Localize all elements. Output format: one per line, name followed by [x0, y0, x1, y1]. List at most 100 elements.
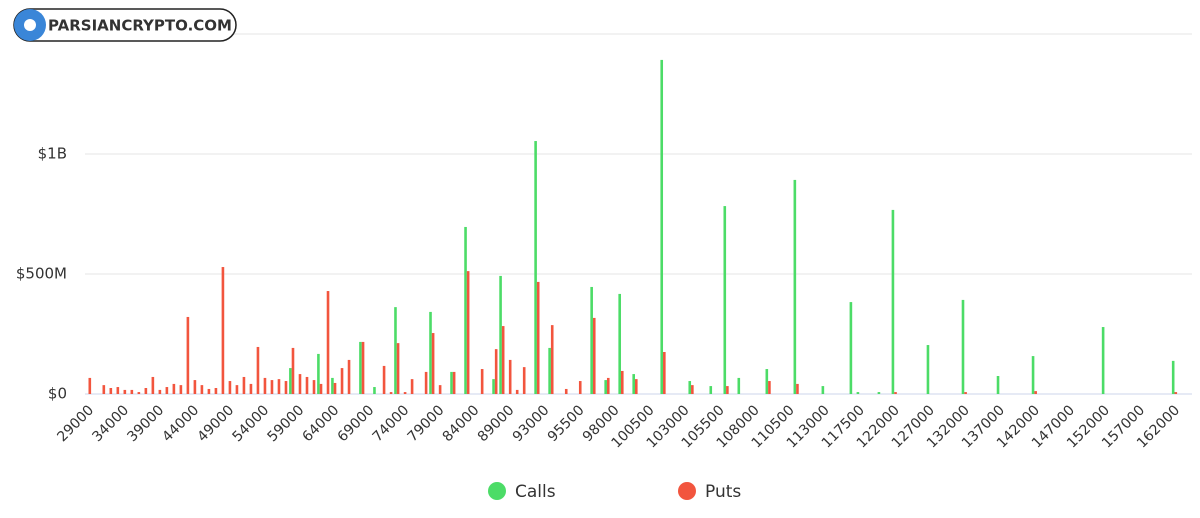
bar: [123, 389, 127, 394]
bar: [361, 341, 365, 394]
bar: [331, 377, 334, 394]
bar: [102, 385, 106, 394]
bar: [737, 377, 741, 394]
bar: [158, 389, 162, 394]
bar: [289, 368, 292, 394]
bar: [522, 367, 526, 394]
bar: [347, 359, 351, 394]
bar: [796, 383, 799, 394]
bar: [256, 346, 260, 394]
legend-label[interactable]: Calls: [515, 482, 556, 502]
bar: [604, 380, 607, 394]
bar: [996, 376, 1000, 394]
bar: [620, 370, 624, 394]
bar: [501, 326, 505, 394]
bar: [961, 299, 965, 394]
bar: [396, 343, 400, 394]
y-tick-label: $500M: [16, 265, 67, 283]
bar: [606, 377, 610, 394]
bar: [726, 386, 729, 394]
bar: [382, 365, 386, 394]
bar: [499, 275, 502, 394]
bar: [144, 388, 148, 394]
bar: [172, 383, 176, 394]
bar: [548, 347, 551, 394]
bar: [793, 179, 797, 394]
bar: [964, 392, 967, 394]
y-tick-label: $0: [48, 385, 67, 403]
bar: [431, 333, 435, 394]
bar: [109, 388, 113, 394]
bar: [214, 388, 218, 394]
bar: [450, 371, 453, 394]
bar: [508, 359, 512, 394]
bar: [263, 377, 267, 394]
bar: [333, 382, 337, 394]
bar: [116, 387, 120, 394]
bar: [663, 352, 666, 394]
bar: [1031, 356, 1035, 394]
watermark-logo: PARSIANCRYPTO.COM: [13, 8, 237, 42]
bar: [877, 392, 881, 394]
bar: [480, 369, 484, 394]
legend-label[interactable]: Puts: [705, 482, 741, 502]
bar: [424, 371, 428, 394]
bar: [578, 381, 582, 394]
bar: [691, 385, 694, 394]
bar: [305, 376, 309, 394]
bar: [137, 392, 141, 394]
bar: [291, 347, 295, 394]
bar: [130, 389, 134, 394]
bar: [536, 281, 540, 394]
bar: [319, 383, 323, 394]
logo-icon-dot: [24, 19, 36, 31]
bar: [634, 379, 638, 394]
bar: [534, 141, 537, 394]
bar: [242, 376, 246, 394]
bar: [466, 271, 470, 394]
y-tick-label: $1B: [38, 145, 67, 163]
bar: [438, 385, 442, 394]
bar: [270, 380, 274, 394]
bar: [632, 374, 635, 394]
bar: [249, 383, 253, 394]
bar: [550, 325, 554, 394]
bar: [564, 388, 568, 394]
bar: [179, 385, 183, 394]
bar: [235, 385, 239, 394]
bar: [151, 376, 155, 394]
bar: [317, 353, 320, 394]
bar: [723, 206, 727, 394]
bar: [765, 369, 769, 394]
bar: [340, 368, 344, 394]
bar: [165, 387, 169, 394]
bar: [590, 286, 593, 394]
bar: [618, 293, 621, 394]
bar: [359, 341, 362, 394]
bar: [186, 316, 190, 394]
bar: [326, 291, 330, 394]
logo-text: PARSIANCRYPTO.COM: [48, 17, 232, 35]
bar: [515, 389, 519, 394]
bar: [894, 392, 897, 394]
bar: [1034, 391, 1037, 394]
bar: [373, 387, 376, 394]
legend-marker[interactable]: [678, 482, 696, 500]
bar: [856, 392, 860, 394]
legend-marker[interactable]: [488, 482, 506, 500]
bar: [768, 381, 771, 394]
bar: [849, 302, 853, 394]
bar: [277, 379, 281, 394]
bar: [926, 345, 930, 394]
bar: [284, 381, 288, 394]
bar: [221, 267, 225, 394]
bar: [592, 317, 596, 394]
bar: [709, 386, 713, 394]
bar: [389, 392, 393, 394]
bar: [228, 381, 232, 394]
bar: [88, 377, 92, 394]
bar: [207, 388, 211, 394]
bar: [394, 307, 397, 394]
